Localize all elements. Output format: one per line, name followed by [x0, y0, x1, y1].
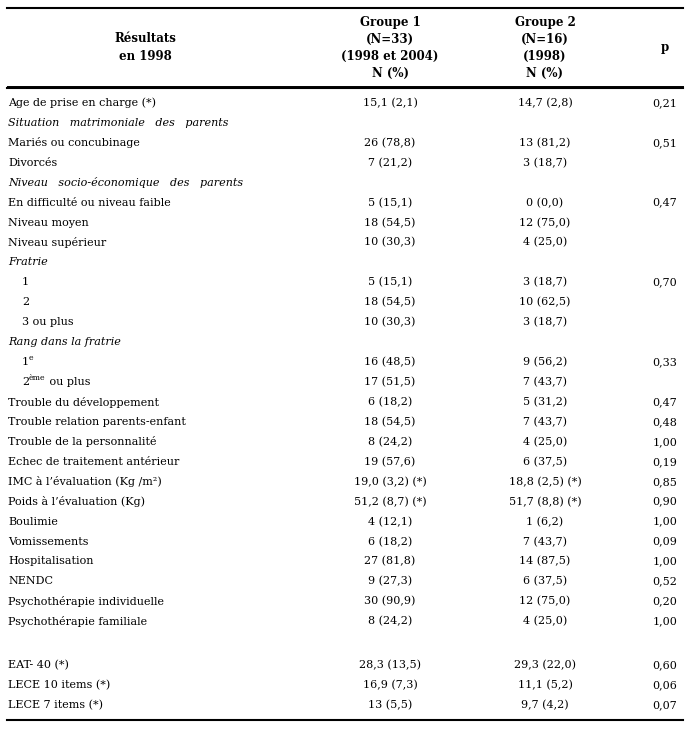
Text: 0,51: 0,51 — [653, 138, 678, 148]
Text: 18 (54,5): 18 (54,5) — [364, 298, 415, 308]
Text: 9 (27,3): 9 (27,3) — [368, 576, 412, 586]
Text: 18 (54,5): 18 (54,5) — [364, 217, 415, 228]
Text: 0,20: 0,20 — [653, 596, 678, 607]
Text: Niveau   socio-économique   des   parents: Niveau socio-économique des parents — [8, 177, 243, 188]
Text: 1,00: 1,00 — [653, 556, 678, 567]
Text: 6 (37,5): 6 (37,5) — [523, 457, 567, 467]
Text: 10 (30,3): 10 (30,3) — [364, 238, 415, 248]
Text: 4 (25,0): 4 (25,0) — [523, 238, 567, 248]
Text: 5 (15,1): 5 (15,1) — [368, 197, 412, 208]
Text: e: e — [29, 354, 34, 362]
Text: 28,3 (13,5): 28,3 (13,5) — [359, 660, 421, 670]
Text: 0,07: 0,07 — [653, 700, 678, 710]
Text: 1,00: 1,00 — [653, 437, 678, 447]
Text: Niveau moyen: Niveau moyen — [8, 218, 89, 227]
Text: 2: 2 — [22, 298, 29, 307]
Text: 26 (78,8): 26 (78,8) — [364, 137, 415, 148]
Text: 8 (24,2): 8 (24,2) — [368, 616, 412, 626]
Text: 0,60: 0,60 — [653, 660, 678, 670]
Text: 4 (25,0): 4 (25,0) — [523, 616, 567, 626]
Text: Mariés ou concubinage: Mariés ou concubinage — [8, 137, 140, 148]
Text: 14,7 (2,8): 14,7 (2,8) — [518, 98, 573, 108]
Text: Niveau supérieur: Niveau supérieur — [8, 237, 106, 248]
Text: Boulimie: Boulimie — [8, 517, 58, 526]
Text: Trouble relation parents-enfant: Trouble relation parents-enfant — [8, 417, 186, 427]
Text: Rang dans la fratrie: Rang dans la fratrie — [8, 337, 121, 347]
Text: ou plus: ou plus — [46, 377, 90, 387]
Text: 0,47: 0,47 — [653, 197, 678, 208]
Text: 4 (25,0): 4 (25,0) — [523, 436, 567, 447]
Text: 8 (24,2): 8 (24,2) — [368, 436, 412, 447]
Text: p: p — [661, 42, 669, 55]
Text: 3 (18,7): 3 (18,7) — [523, 317, 567, 327]
Text: 15,1 (2,1): 15,1 (2,1) — [362, 98, 417, 108]
Text: 3 (18,7): 3 (18,7) — [523, 158, 567, 168]
Text: 5 (15,1): 5 (15,1) — [368, 277, 412, 287]
Text: 29,3 (22,0): 29,3 (22,0) — [514, 660, 576, 670]
Text: EAT- 40 (*): EAT- 40 (*) — [8, 660, 69, 670]
Text: 6 (37,5): 6 (37,5) — [523, 576, 567, 586]
Text: Age de prise en charge (*): Age de prise en charge (*) — [8, 98, 156, 108]
Text: Hospitalisation: Hospitalisation — [8, 556, 94, 567]
Text: LECE 7 items (*): LECE 7 items (*) — [8, 700, 103, 711]
Text: 16,9 (7,3): 16,9 (7,3) — [363, 680, 417, 690]
Text: 0,48: 0,48 — [653, 417, 678, 427]
Text: 3 ou plus: 3 ou plus — [22, 317, 74, 327]
Text: 10 (30,3): 10 (30,3) — [364, 317, 415, 327]
Text: Situation   matrimoniale   des   parents: Situation matrimoniale des parents — [8, 118, 228, 128]
Text: 0,09: 0,09 — [653, 537, 678, 547]
Text: 0,52: 0,52 — [653, 577, 678, 586]
Text: 18 (54,5): 18 (54,5) — [364, 417, 415, 427]
Text: 4 (12,1): 4 (12,1) — [368, 516, 412, 527]
Text: 1: 1 — [22, 277, 29, 287]
Text: 7 (43,7): 7 (43,7) — [523, 377, 567, 387]
Text: En difficulté ou niveau faible: En difficulté ou niveau faible — [8, 197, 170, 208]
Text: 7 (21,2): 7 (21,2) — [368, 158, 412, 168]
Text: 30 (90,9): 30 (90,9) — [364, 596, 415, 607]
Text: 17 (51,5): 17 (51,5) — [364, 377, 415, 387]
Text: 1,00: 1,00 — [653, 517, 678, 526]
Text: 0,47: 0,47 — [653, 397, 678, 407]
Text: Groupe 2
(N=16)
(1998)
N (%): Groupe 2 (N=16) (1998) N (%) — [515, 16, 575, 80]
Text: 10 (62,5): 10 (62,5) — [520, 298, 571, 308]
Text: 0,70: 0,70 — [653, 277, 678, 287]
Text: NENDC: NENDC — [8, 577, 53, 586]
Text: 3 (18,7): 3 (18,7) — [523, 277, 567, 287]
Text: Trouble du développement: Trouble du développement — [8, 396, 159, 407]
Text: ème: ème — [29, 374, 46, 382]
Text: 19 (57,6): 19 (57,6) — [364, 457, 415, 467]
Text: 1 (6,2): 1 (6,2) — [526, 516, 564, 527]
Text: 12 (75,0): 12 (75,0) — [520, 596, 571, 607]
Text: 19,0 (3,2) (*): 19,0 (3,2) (*) — [353, 477, 426, 487]
Text: 7 (43,7): 7 (43,7) — [523, 417, 567, 427]
Text: 7 (43,7): 7 (43,7) — [523, 537, 567, 547]
Text: 0,19: 0,19 — [653, 457, 678, 467]
Text: Résultats
en 1998: Résultats en 1998 — [114, 32, 176, 64]
Text: 0,33: 0,33 — [653, 357, 678, 367]
Text: Psychothérapie familiale: Psychothérapie familiale — [8, 616, 147, 626]
Text: 13 (5,5): 13 (5,5) — [368, 700, 412, 711]
Text: Echec de traitement antérieur: Echec de traitement antérieur — [8, 457, 179, 467]
Text: Divorcés: Divorcés — [8, 158, 57, 168]
Text: 12 (75,0): 12 (75,0) — [520, 217, 571, 228]
Text: 1: 1 — [22, 357, 29, 367]
Text: 27 (81,8): 27 (81,8) — [364, 556, 415, 567]
Text: 9,7 (4,2): 9,7 (4,2) — [521, 700, 569, 711]
Text: IMC à l’évaluation (Kg /m²): IMC à l’évaluation (Kg /m²) — [8, 477, 161, 488]
Text: Groupe 1
(N=33)
(1998 et 2004)
N (%): Groupe 1 (N=33) (1998 et 2004) N (%) — [342, 16, 439, 80]
Text: LECE 10 items (*): LECE 10 items (*) — [8, 680, 110, 690]
Text: 13 (81,2): 13 (81,2) — [520, 137, 571, 148]
Text: 0,06: 0,06 — [653, 680, 678, 690]
Text: 51,2 (8,7) (*): 51,2 (8,7) (*) — [354, 496, 426, 507]
Text: 51,7 (8,8) (*): 51,7 (8,8) (*) — [509, 496, 581, 507]
Text: Fratrie: Fratrie — [8, 257, 48, 268]
Text: Trouble de la personnalité: Trouble de la personnalité — [8, 436, 157, 447]
Text: 0,90: 0,90 — [653, 496, 678, 507]
Text: 16 (48,5): 16 (48,5) — [364, 357, 415, 367]
Text: Psychothérapie individuelle: Psychothérapie individuelle — [8, 596, 164, 607]
Text: 5 (31,2): 5 (31,2) — [523, 397, 567, 407]
Text: 0,21: 0,21 — [653, 98, 678, 108]
Text: 6 (18,2): 6 (18,2) — [368, 397, 412, 407]
Text: Vomissements: Vomissements — [8, 537, 88, 547]
Text: 11,1 (5,2): 11,1 (5,2) — [518, 680, 573, 690]
